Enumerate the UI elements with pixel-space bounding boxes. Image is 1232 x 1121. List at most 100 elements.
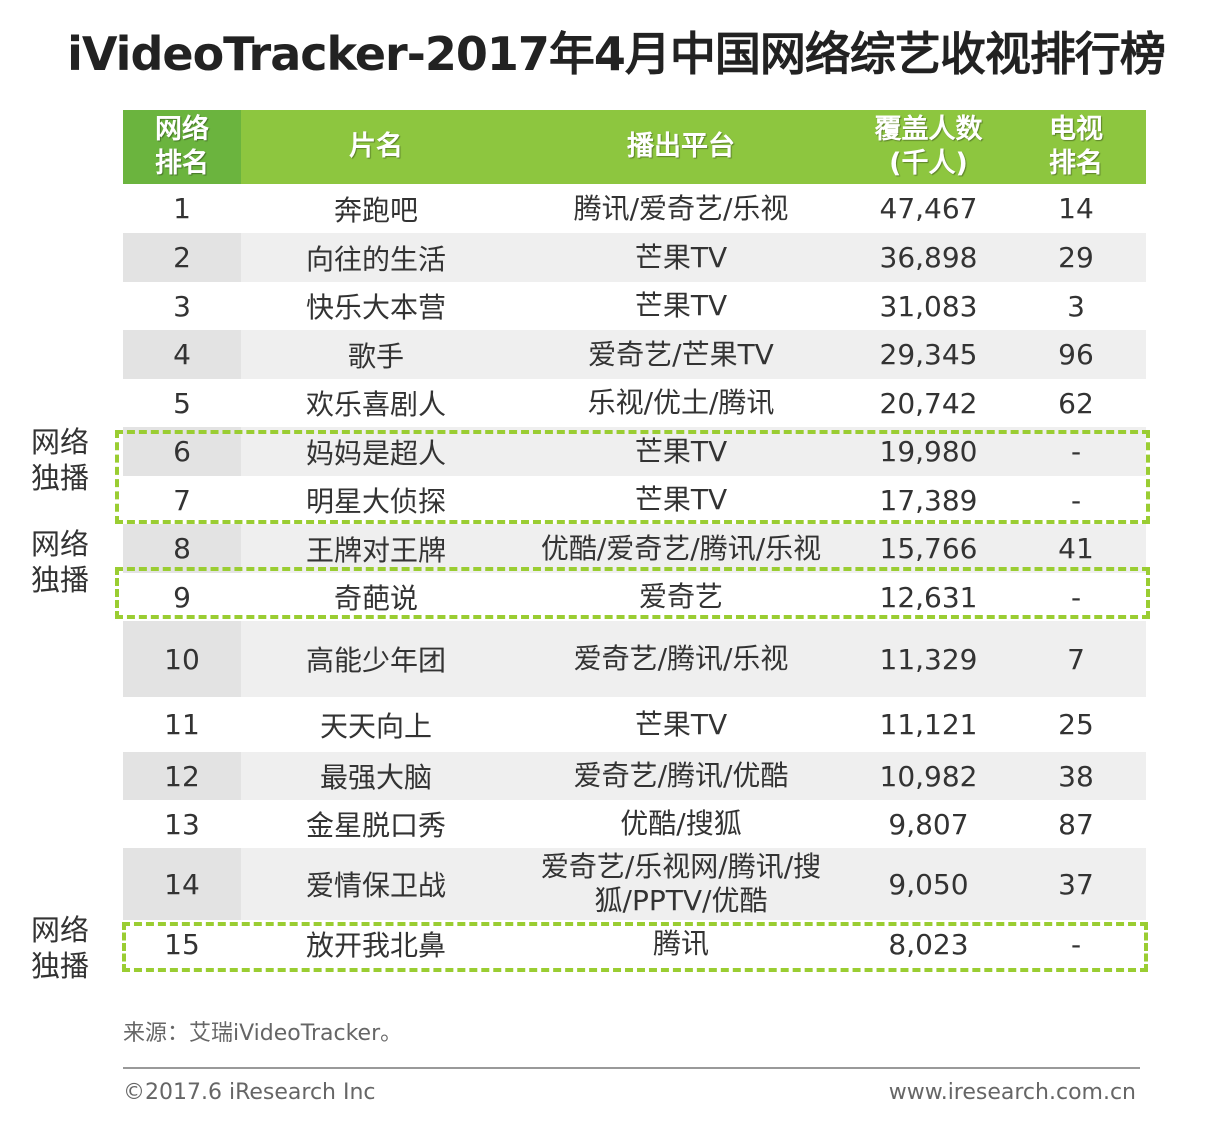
network-rank-cell: 3 xyxy=(123,282,241,330)
show-name-cell: 妈妈是超人 xyxy=(305,436,446,470)
show-name-cell: 最强大脑 xyxy=(319,761,432,794)
coverage-cell: 29,345 xyxy=(879,338,978,371)
coverage-cell: 11,329 xyxy=(879,642,978,676)
platform-line: 优酷/搜狐 xyxy=(620,807,742,840)
show-name-cell: 奔跑吧 xyxy=(333,193,418,227)
platform-line: 芒果TV xyxy=(634,483,728,516)
network-rank-cell: 1 xyxy=(123,184,241,233)
table-row: 1 奔跑吧 腾讯/爱奇艺/乐视 47,467 14 xyxy=(123,184,1146,233)
coverage-cell: 15,766 xyxy=(879,532,978,565)
exclusive-highlight-box xyxy=(122,922,1148,972)
side-label-exclusive: 网络 独播 xyxy=(28,424,92,496)
tv-rank-cell: 41 xyxy=(1058,532,1094,565)
platform-line: 优酷/爱奇艺/腾讯/乐视 xyxy=(540,531,822,565)
table-row: 3 快乐大本营 芒果TV 31,083 3 xyxy=(123,282,1146,330)
page-title: iVideoTracker-2017年4月中国网络综艺收视排行榜 xyxy=(67,27,1166,81)
side-label-exclusive: 网络 独播 xyxy=(28,912,92,984)
tv-rank-cell: - xyxy=(1070,580,1082,614)
coverage-cell: 12,631 xyxy=(879,580,978,614)
table-row: 4 歌手 爱奇艺/芒果TV 29,345 96 xyxy=(123,330,1146,379)
header-platform-label: 播出平台 xyxy=(627,131,735,162)
table-row: 10 高能少年团 爱奇艺/腾讯/乐视 11,329 7 xyxy=(123,621,1146,697)
show-name-cell: 金星脱口秀 xyxy=(305,809,446,842)
table-row: 7 明星大侦探 芒果TV 17,389 - xyxy=(123,476,1146,524)
network-rank-cell: 12 xyxy=(123,752,241,800)
platform-cell: 爱奇艺/腾讯/乐视 xyxy=(511,621,851,697)
platform-cell: 芒果TV xyxy=(511,282,851,330)
coverage-cell: 9,050 xyxy=(888,867,969,901)
tv-rank-cell: - xyxy=(1070,483,1082,517)
tv-rank-cell: 3 xyxy=(1067,289,1085,323)
platform-cell: 乐视/优土/腾讯 xyxy=(511,379,851,427)
network-rank-cell: 14 xyxy=(123,848,241,920)
source-note: 来源：艾瑞iVideoTracker。 xyxy=(123,1021,403,1046)
network-rank-cell: 8 xyxy=(123,524,241,573)
table-row: 15 放开我北鼻 腾讯 8,023 - xyxy=(123,920,1146,968)
coverage-cell: 8,023 xyxy=(888,927,969,961)
show-name-cell: 王牌对王牌 xyxy=(305,533,446,567)
header-tv-rank: 电视 排名 xyxy=(1006,110,1146,184)
header-network-rank-line2: 排名 xyxy=(155,148,209,179)
coverage-cell: 36,898 xyxy=(879,241,978,274)
table-header: 网络 排名 片名 播出平台 覆盖人数 (千人) 电视 排名 xyxy=(123,110,1146,184)
platform-cell: 腾讯/爱奇艺/乐视 xyxy=(511,184,851,233)
coverage-cell: 9,807 xyxy=(888,807,969,841)
header-coverage-line2: (千人) xyxy=(889,148,968,179)
platform-line: 芒果TV xyxy=(634,289,728,322)
tv-rank-cell: 87 xyxy=(1058,807,1094,841)
header-title: 片名 xyxy=(241,110,511,184)
coverage-cell: 10,982 xyxy=(879,759,978,793)
platform-cell: 芒果TV xyxy=(511,427,851,476)
table-row: 14 爱情保卫战 爱奇艺/乐视网/腾讯/搜 狐/PPTV/优酷 9,050 37 xyxy=(123,848,1146,920)
website-link[interactable]: www.iresearch.com.cn xyxy=(888,1080,1136,1105)
platform-cell: 优酷/爱奇艺/腾讯/乐视 xyxy=(511,524,851,573)
platform-cell: 芒果TV xyxy=(511,697,851,752)
platform-line: 爱奇艺/腾讯/乐视 xyxy=(573,642,789,675)
tv-rank-cell: 14 xyxy=(1058,192,1094,225)
show-name-cell: 向往的生活 xyxy=(305,242,446,276)
coverage-cell: 47,467 xyxy=(879,192,978,225)
table-row: 12 最强大脑 爱奇艺/腾讯/优酷 10,982 38 xyxy=(123,752,1146,800)
platform-cell: 芒果TV xyxy=(511,233,851,282)
side-label-line2: 独播 xyxy=(30,461,89,495)
header-coverage-line1: 覆盖人数 xyxy=(874,114,983,145)
exclusive-highlight-box xyxy=(115,567,1150,619)
table-row: 6 妈妈是超人 芒果TV 19,980 - xyxy=(123,427,1146,476)
show-name-cell: 奇葩说 xyxy=(333,582,418,615)
coverage-cell: 11,121 xyxy=(879,708,978,741)
side-label-line1: 网络 xyxy=(30,425,89,459)
side-label-line2: 独播 xyxy=(30,949,89,983)
ranking-table-body: 1 奔跑吧 腾讯/爱奇艺/乐视 47,467 14 2 向往的生活 芒果TV 36,898 29 3… xyxy=(123,184,1146,968)
table-row: 2 向往的生活 芒果TV 36,898 29 xyxy=(123,233,1146,282)
header-tv-rank-line1: 电视 xyxy=(1049,114,1103,145)
header-network-rank: 网络 排名 xyxy=(123,110,241,184)
table-row: 9 奇葩说 爱奇艺 12,631 - xyxy=(123,573,1146,621)
tv-rank-cell: - xyxy=(1070,435,1082,468)
platform-line: 爱奇艺/芒果TV xyxy=(588,337,774,371)
table-row: 13 金星脱口秀 优酷/搜狐 9,807 87 xyxy=(123,800,1146,848)
show-name-cell: 爱情保卫战 xyxy=(305,869,446,902)
network-rank-cell: 5 xyxy=(123,379,241,427)
tv-rank-cell: 38 xyxy=(1058,759,1094,793)
platform-cell: 爱奇艺 xyxy=(511,573,851,621)
tv-rank-cell: 7 xyxy=(1067,642,1085,676)
side-label-exclusive: 网络 独播 xyxy=(28,526,92,598)
platform-line: 爱奇艺 xyxy=(638,580,723,613)
show-name-cell: 明星大侦探 xyxy=(305,485,446,518)
platform-cell: 爱奇艺/乐视网/腾讯/搜 狐/PPTV/优酷 xyxy=(511,848,851,920)
tv-rank-cell: 29 xyxy=(1058,241,1094,274)
tv-rank-cell: 96 xyxy=(1058,338,1094,371)
header-network-rank-line1: 网络 xyxy=(155,114,209,145)
table-row: 5 欢乐喜剧人 乐视/优土/腾讯 20,742 62 xyxy=(123,379,1146,427)
copyright: ©2017.6 iResearch Inc xyxy=(123,1080,376,1105)
network-rank-cell: 15 xyxy=(123,920,241,968)
table-row: 8 王牌对王牌 优酷/爱奇艺/腾讯/乐视 15,766 41 xyxy=(123,524,1146,573)
network-rank-cell: 9 xyxy=(123,573,241,621)
platform-line: 爱奇艺/腾讯/优酷 xyxy=(573,759,789,792)
network-rank-cell: 4 xyxy=(123,330,241,379)
side-label-line2: 独播 xyxy=(30,563,89,597)
platform-cell: 腾讯 xyxy=(511,920,851,968)
platform-line: 乐视/优土/腾讯 xyxy=(587,386,775,419)
network-rank-cell: 7 xyxy=(123,476,241,524)
network-rank-cell: 11 xyxy=(123,697,241,752)
